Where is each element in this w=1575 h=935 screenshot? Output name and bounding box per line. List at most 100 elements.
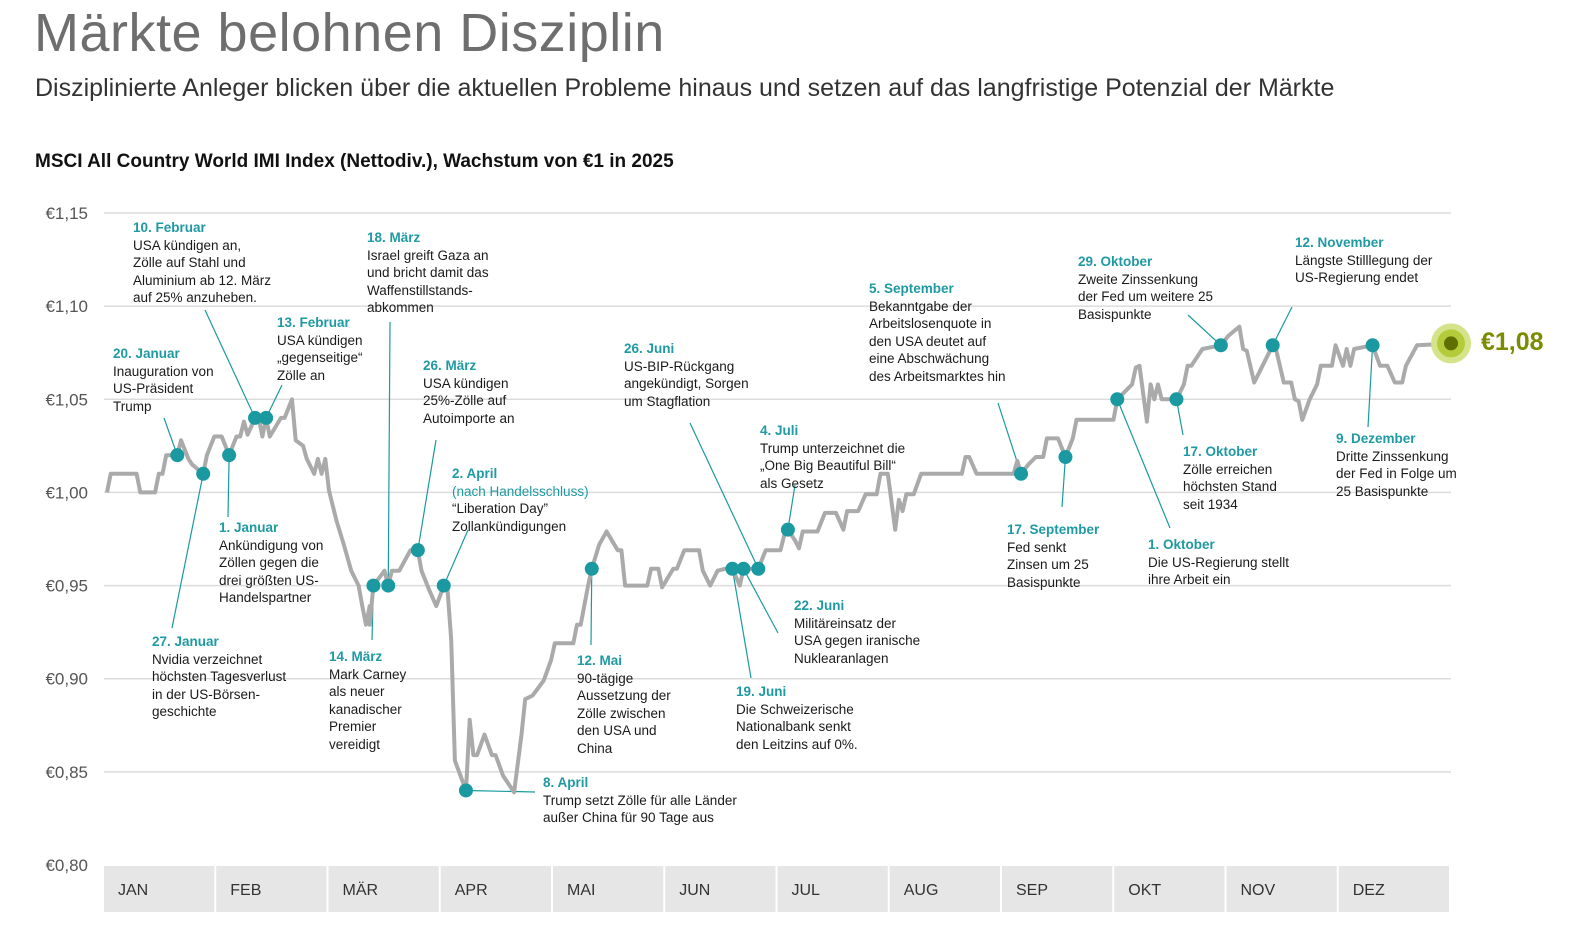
y-tick-label: €0,85 [45, 763, 88, 782]
event-annotation: 5. September Bekanntgabe der Arbeitslosenq… [869, 280, 1006, 385]
x-tick-label: OKT [1128, 882, 1161, 899]
y-tick-label: €0,80 [45, 856, 88, 875]
event-text-line: Zollankündigungen [452, 518, 567, 534]
event-marker[interactable] [170, 448, 185, 463]
event-marker[interactable] [1169, 392, 1184, 407]
event-text-line: „One Big Beautiful Bill“ [760, 458, 896, 473]
event-text-line: den USA deutet auf [869, 333, 987, 349]
event-text-line: kanadischer [329, 701, 402, 717]
event-text-line: Zweite Zinssenkung [1078, 271, 1199, 287]
event-marker[interactable] [458, 783, 473, 798]
event-text-line: als neuer [329, 684, 385, 699]
leader-line [204, 309, 256, 419]
series-line [105, 324, 1455, 795]
event-text-line: Basispunkte [1078, 306, 1152, 322]
x-tick-label: MÄR [343, 881, 379, 899]
event-marker[interactable] [1213, 338, 1228, 353]
leader-line [387, 321, 391, 586]
event-text-line: Die Schweizerische [736, 701, 854, 717]
event-text-line: Zöllen gegen die [219, 555, 319, 570]
x-tick-label: SEP [1016, 882, 1048, 899]
event-date: 12. November [1295, 235, 1384, 250]
event-marker[interactable] [196, 466, 211, 481]
x-tick-label: JUL [792, 882, 821, 899]
event-text-line: in der US-Börsen- [152, 686, 261, 702]
event-marker[interactable] [780, 522, 795, 537]
x-tick-label: FEB [230, 882, 261, 899]
event-annotation: 18. März Israel greift Gaza an und bricht … [367, 229, 489, 317]
event-text-line: den USA und [577, 723, 657, 738]
month-band [440, 866, 551, 912]
page-subtitle: Disziplinierte Anleger blicken über die … [35, 74, 1335, 102]
event-annotation: 9. Dezember Dritte Zinssenkung der Fed in … [1336, 430, 1457, 500]
event-date: 19. Juni [736, 684, 787, 699]
event-date: 1. Januar [219, 520, 279, 535]
event-annotation: 14. März Mark Carney als neuer kanadischer P… [329, 648, 406, 753]
event-marker[interactable] [410, 543, 425, 558]
event-marker[interactable] [584, 561, 599, 576]
event-marker[interactable] [736, 561, 751, 576]
event-text-line: Handelspartner [219, 590, 312, 605]
x-tick-label: DEZ [1353, 882, 1385, 899]
event-marker[interactable] [1014, 466, 1029, 481]
leader-line [1061, 456, 1067, 508]
event-date: 5. September [869, 281, 954, 296]
y-tick-label: €0,90 [45, 670, 88, 689]
event-marker[interactable] [751, 561, 766, 576]
event-date: 18. März [367, 230, 421, 245]
event-marker[interactable] [1265, 338, 1280, 353]
event-annotation: 4. Juli Trump unterzeichnet die „One Big B… [760, 422, 905, 492]
event-marker[interactable] [1110, 392, 1125, 407]
event-text-line: USA kündigen [277, 332, 363, 348]
event-marker[interactable] [725, 561, 740, 576]
month-band [665, 866, 776, 912]
leader-line [689, 422, 759, 570]
event-marker[interactable] [1058, 450, 1073, 465]
month-band [104, 866, 215, 912]
y-tick-label: €1,10 [45, 297, 88, 316]
y-tick-label: €1,00 [45, 483, 88, 502]
event-marker[interactable] [436, 578, 451, 593]
event-text-line: Trump unterzeichnet die [760, 440, 906, 456]
event-text-line: Militäreinsatz der [794, 615, 897, 631]
event-text-line: Ankündigung von [219, 537, 324, 553]
event-text-line: Inauguration von [113, 363, 214, 379]
event-date: 14. März [329, 649, 383, 664]
event-marker[interactable] [259, 410, 274, 425]
end-marker [1431, 323, 1471, 364]
month-band [777, 866, 888, 912]
event-text-line: USA kündigen an, [133, 237, 242, 253]
event-annotation: 26. März USA kündigen 25%-Zölle auf Autoimp… [423, 357, 515, 427]
event-text-line: Die US-Regierung stellt [1148, 554, 1290, 570]
event-marker[interactable] [248, 410, 263, 425]
event-date: 17. September [1007, 522, 1100, 537]
event-text-line: ihre Arbeit ein [1148, 572, 1231, 587]
event-text-line: Zölle an [277, 367, 326, 383]
month-band [889, 866, 1000, 912]
event-marker[interactable] [222, 448, 237, 463]
leader-line [171, 473, 204, 629]
event-text-line: drei größten US- [219, 572, 319, 588]
event-text-line: USA kündigen [423, 375, 509, 391]
leader-line [443, 529, 469, 586]
month-band [328, 866, 439, 912]
event-text-line: als Gesetz [760, 475, 824, 491]
leader-line [417, 439, 437, 551]
event-text-line: Nuklearanlagen [794, 650, 889, 666]
event-annotation: 10. Februar USA kündigen an, Zölle auf Sta… [133, 219, 271, 307]
event-text-line: der Fed um weitere 25 [1078, 289, 1214, 304]
leader-line [731, 568, 752, 679]
event-marker[interactable] [366, 578, 381, 593]
event-text-line: Trump [113, 398, 152, 414]
event-text-line: höchsten Tagesverlust [152, 669, 287, 684]
end-value-label: €1,08 [1481, 328, 1544, 356]
event-text-line: Premier [329, 719, 377, 734]
event-text-line: Trump setzt Zölle für alle Länder [543, 792, 737, 808]
leader-line [590, 568, 593, 646]
event-text-line: außer China für 90 Tage aus [543, 810, 714, 825]
event-marker[interactable] [381, 578, 396, 593]
event-marker[interactable] [1365, 338, 1380, 353]
event-text-line: Israel greift Gaza an [367, 247, 489, 263]
event-text-line: Zölle erreichen [1183, 461, 1273, 477]
event-date: 20. Januar [113, 346, 180, 361]
